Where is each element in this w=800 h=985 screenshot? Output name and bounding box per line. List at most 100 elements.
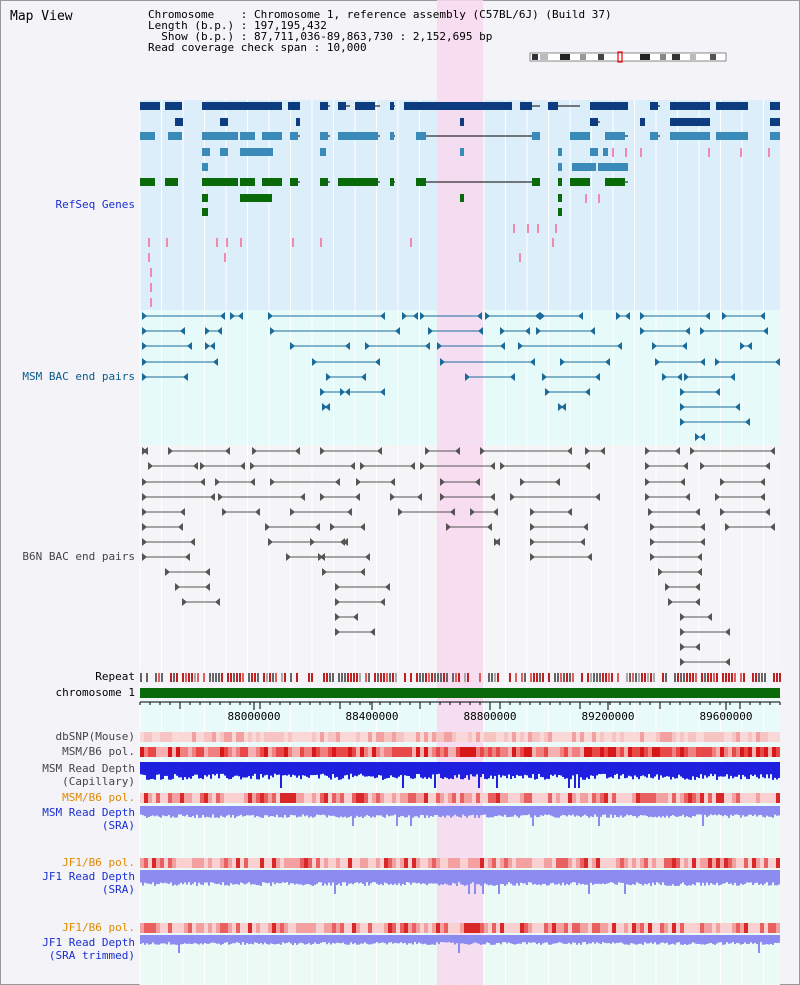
read-depth-bar bbox=[708, 762, 710, 777]
polymorphism-cell bbox=[424, 858, 428, 868]
read-depth-bar bbox=[206, 806, 208, 817]
b6n-bac-pair-end bbox=[210, 493, 215, 501]
polymorphism-cell bbox=[768, 923, 772, 933]
read-depth-bar bbox=[364, 762, 366, 777]
polymorphism-cell bbox=[724, 747, 728, 757]
read-depth-bar bbox=[440, 762, 442, 779]
polymorphism-cell bbox=[488, 747, 492, 757]
polymorphism-cell bbox=[560, 858, 564, 868]
polymorphism-cell bbox=[744, 793, 748, 803]
read-depth-spike bbox=[482, 870, 484, 894]
read-depth-bar bbox=[278, 762, 280, 775]
polymorphism-cell bbox=[516, 858, 520, 868]
polymorphism-cell bbox=[460, 793, 464, 803]
polymorphism-cell bbox=[536, 732, 540, 742]
msm-bac-pair-end bbox=[142, 358, 147, 366]
ideogram-band bbox=[598, 54, 604, 60]
polymorphism-cell bbox=[212, 732, 216, 742]
refseq-mark bbox=[216, 238, 218, 247]
read-depth-bar bbox=[456, 806, 458, 817]
read-depth-bar bbox=[738, 935, 740, 944]
read-depth-bar bbox=[302, 935, 304, 944]
read-depth-bar bbox=[414, 935, 416, 943]
polymorphism-cell bbox=[212, 793, 216, 803]
gene-exon bbox=[404, 102, 512, 110]
read-depth-bar bbox=[624, 806, 626, 817]
read-depth-bar bbox=[238, 870, 240, 885]
polymorphism-cell bbox=[752, 793, 756, 803]
read-depth-bar bbox=[378, 762, 380, 775]
read-depth-bar bbox=[504, 870, 506, 886]
read-depth-bar bbox=[394, 762, 396, 778]
polymorphism-cell bbox=[692, 747, 696, 757]
read-depth-bar bbox=[726, 806, 728, 816]
repeat-element bbox=[683, 673, 685, 682]
polymorphism-cell bbox=[404, 793, 408, 803]
read-depth-bar bbox=[738, 806, 740, 816]
read-depth-bar bbox=[304, 870, 306, 885]
read-depth-bar bbox=[578, 806, 580, 817]
b6n-bac-pair-end bbox=[493, 508, 498, 516]
read-depth-bar bbox=[184, 762, 186, 778]
read-depth-bar bbox=[516, 762, 518, 775]
polymorphism-cell bbox=[160, 747, 164, 757]
read-depth-bar bbox=[702, 762, 704, 779]
polymorphism-cell bbox=[172, 923, 176, 933]
read-depth-bar bbox=[638, 870, 640, 884]
read-depth-bar bbox=[552, 870, 554, 883]
polymorphism-cell bbox=[664, 732, 668, 742]
repeat-element bbox=[269, 673, 271, 682]
polymorphism-cell bbox=[568, 747, 572, 757]
read-depth-bar bbox=[332, 870, 334, 883]
polymorphism-cell bbox=[652, 732, 656, 742]
read-depth-bar bbox=[364, 870, 366, 886]
read-depth-bar bbox=[260, 935, 262, 944]
polymorphism-cell bbox=[344, 747, 348, 757]
polymorphism-cell bbox=[492, 732, 496, 742]
read-depth-bar bbox=[162, 870, 164, 884]
read-depth-bar bbox=[564, 806, 566, 816]
read-depth-bar bbox=[446, 870, 448, 885]
read-depth-bar bbox=[482, 935, 484, 945]
read-depth-bar bbox=[284, 870, 286, 883]
read-depth-bar bbox=[682, 935, 684, 945]
msm-bac-pair-end bbox=[680, 388, 685, 396]
read-depth-bar bbox=[240, 806, 242, 815]
repeat-element bbox=[212, 673, 214, 682]
read-depth-bar bbox=[596, 935, 598, 943]
polymorphism-cell bbox=[648, 732, 652, 742]
read-depth-bar bbox=[592, 935, 594, 943]
polymorphism-cell bbox=[216, 747, 220, 757]
polymorphism-cell bbox=[396, 747, 400, 757]
track-label-refseq[interactable]: RefSeq Genes bbox=[55, 198, 135, 211]
polymorphism-cell bbox=[444, 923, 448, 933]
gene-exon bbox=[165, 178, 178, 186]
polymorphism-cell bbox=[700, 732, 704, 742]
read-depth-bar bbox=[284, 935, 286, 944]
read-depth-bar bbox=[196, 935, 198, 944]
read-depth-bar bbox=[166, 870, 168, 884]
read-depth-bar bbox=[504, 806, 506, 815]
read-depth-bar bbox=[574, 806, 576, 817]
read-depth-bar bbox=[240, 935, 242, 945]
read-depth-bar bbox=[374, 870, 376, 883]
read-depth-bar bbox=[732, 870, 734, 886]
track-label-msm-depth-capillary: MSM Read Depth (Capillary) bbox=[42, 762, 135, 788]
read-depth-bar bbox=[734, 935, 736, 945]
track-label-b6n-bac[interactable]: B6N BAC end pairs bbox=[22, 550, 135, 563]
read-depth-bar bbox=[592, 806, 594, 818]
polymorphism-cell bbox=[276, 858, 280, 868]
refseq-mark bbox=[292, 238, 294, 247]
read-depth-bar bbox=[330, 870, 332, 886]
polymorphism-cell bbox=[216, 858, 220, 868]
polymorphism-cell bbox=[512, 923, 516, 933]
read-depth-bar bbox=[652, 935, 654, 944]
polymorphism-cell bbox=[504, 858, 508, 868]
read-depth-bar bbox=[530, 762, 532, 778]
polymorphism-cell bbox=[248, 732, 252, 742]
track-label-msm-bac[interactable]: MSM BAC end pairs bbox=[22, 370, 135, 383]
repeat-element bbox=[173, 673, 175, 682]
read-depth-bar bbox=[474, 806, 476, 818]
read-depth-bar bbox=[436, 870, 438, 884]
